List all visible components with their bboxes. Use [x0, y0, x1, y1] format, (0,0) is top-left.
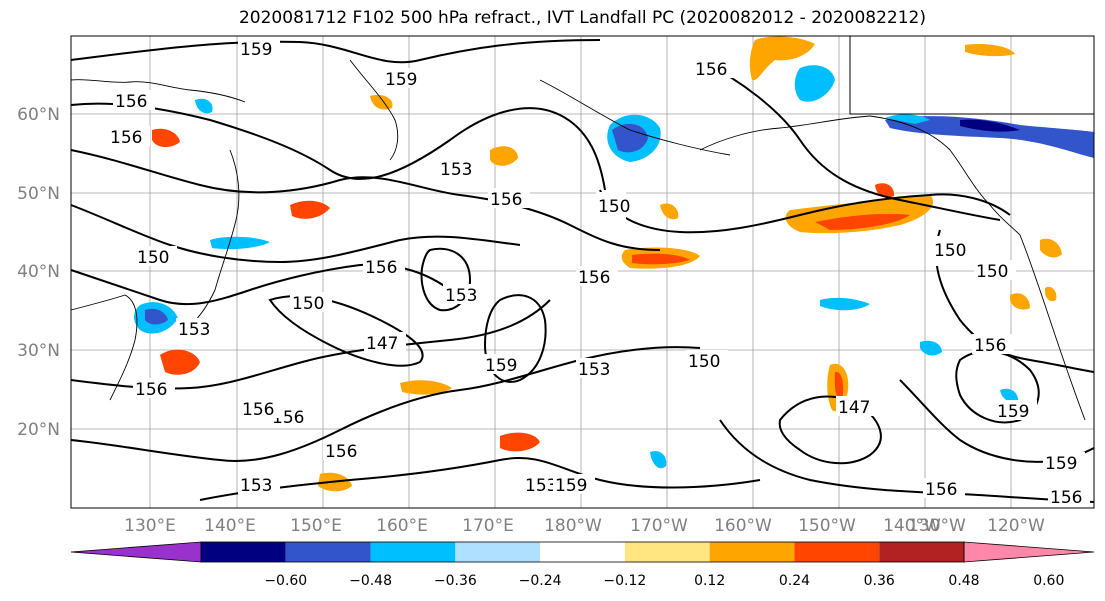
contour-label: 156 [695, 60, 727, 80]
contour-label: 153 [240, 476, 272, 496]
contour-label: 156 [925, 480, 957, 500]
contour-label: 156 [110, 128, 142, 148]
contour-label: 153 [440, 160, 472, 180]
contour-label: 147 [366, 334, 398, 354]
contour-label: 150 [934, 241, 966, 261]
contour-label: 156 [578, 268, 610, 288]
lon-label: 160°W [714, 516, 772, 536]
geopotential-contours [70, 39, 1095, 503]
lon-label: 130°E [124, 516, 176, 536]
lon-label: 160°E [376, 516, 428, 536]
contour-label: 150 [137, 248, 169, 268]
contour-label: 150 [688, 352, 720, 372]
contour-label: 153 [578, 360, 610, 380]
lat-label: 20°N [17, 420, 60, 440]
map-title: 2020081712 F102 500 hPa refract., IVT La… [238, 8, 926, 28]
contour-label: 159 [385, 70, 417, 90]
longitude-axis: 130°E 140°E 150°E 160°E 170°E 180°W 170°… [124, 516, 1045, 536]
contour-label: 159 [240, 40, 272, 60]
lat-label: 50°N [17, 184, 60, 204]
ivt-anomaly-fill [134, 36, 1094, 492]
colorbar-outline [200, 541, 965, 563]
lon-label: 120°W [987, 516, 1045, 536]
contour-label: 153 [445, 286, 477, 306]
latitude-axis: 60°N 50°N 40°N 30°N 20°N [17, 105, 60, 440]
colorbar-segment [370, 542, 456, 562]
lat-label: 60°N [17, 105, 60, 125]
colorbar-tick-label: 0.12 [694, 573, 725, 589]
colorbar-extend-high [963, 541, 1095, 563]
contour-labels: 159 156 156 156 147 150 156 159 156 153 … [108, 38, 1090, 508]
lat-label: 30°N [17, 341, 60, 361]
colorbar-segment [201, 542, 286, 562]
contour-label: 159 [555, 476, 587, 496]
contour-label: 156 [115, 92, 147, 112]
lon-label: 170°E [462, 516, 514, 536]
colorbar-tick-label: −0.60 [264, 573, 307, 589]
lon-label: 150°W [798, 516, 856, 536]
contour-label: 150 [976, 262, 1008, 282]
contour-label: 156 [242, 400, 274, 420]
colorbar-segment [879, 542, 964, 562]
colorbar-tick-label: −0.12 [603, 573, 646, 589]
contour-label: 150 [292, 294, 324, 314]
contour-label: 159 [997, 402, 1029, 422]
colorbar-tick-label: −0.24 [519, 573, 562, 589]
colorbar-segment [794, 542, 880, 562]
lon-label: 170°W [630, 516, 688, 536]
contour-label: 156 [974, 336, 1006, 356]
lon-label: 150°E [290, 516, 342, 536]
contour-label: 156 [325, 442, 357, 462]
contour-label: 150 [598, 197, 630, 217]
colorbar-tick-label: 0.48 [948, 573, 979, 589]
contour-label: 156 [490, 190, 522, 210]
colorbar-extend-low [70, 541, 202, 563]
contour-label: 159 [485, 356, 517, 376]
colorbar-tick-label: −0.48 [349, 573, 392, 589]
contour-label: 147 [838, 398, 870, 418]
colorbar-segment [709, 542, 795, 562]
lat-label: 40°N [17, 262, 60, 282]
contour-label: 153 [525, 476, 557, 496]
lon-label: 180°W [544, 516, 602, 536]
coastlines [70, 35, 1095, 421]
lon-label: 140°W [883, 516, 941, 536]
contour-label: 156 [1050, 488, 1082, 508]
colorbar: −0.60 −0.48 −0.36 −0.24 −0.12 0.12 0.24 0.36 0.4… [70, 541, 1095, 589]
contour-label: 153 [178, 320, 210, 340]
colorbar-tick-label: 0.36 [864, 573, 895, 589]
colorbar-segment [455, 542, 541, 562]
lon-label: 140°E [204, 516, 256, 536]
map-frame [70, 35, 1095, 509]
colorbar-segment [624, 542, 710, 562]
contour-label: 159 [1045, 454, 1077, 474]
colorbar-tick-label: 0.24 [779, 573, 810, 589]
colorbar-tick-label: −0.36 [434, 573, 477, 589]
contour-label: 156 [135, 380, 167, 400]
contour-label: 156 [365, 258, 397, 278]
colorbar-segment [540, 542, 625, 562]
lon-label: 130°W [908, 516, 966, 536]
colorbar-tick-label: 0.60 [1033, 573, 1064, 589]
colorbar-segment [285, 542, 371, 562]
